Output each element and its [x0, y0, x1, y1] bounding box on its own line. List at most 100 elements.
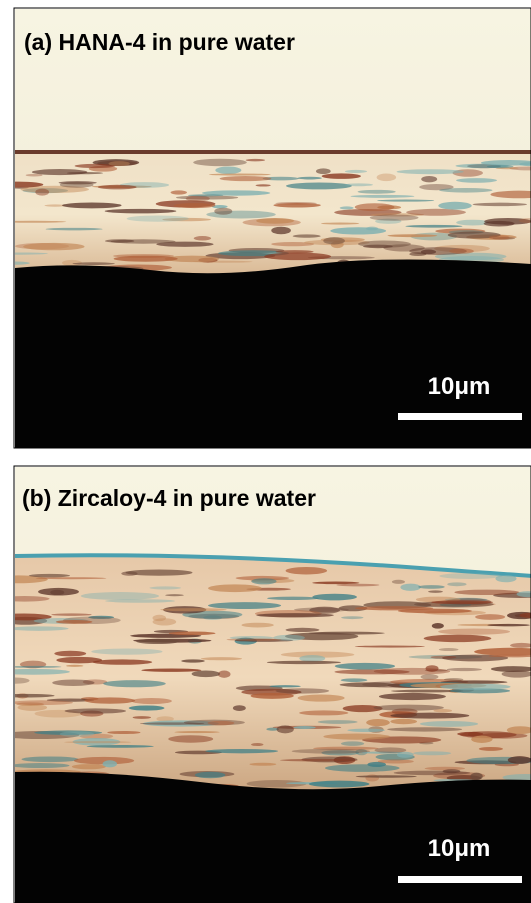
texture-streak	[193, 159, 247, 166]
texture-streak	[220, 176, 272, 181]
texture-streak	[298, 694, 345, 701]
texture-streak	[325, 764, 400, 772]
texture-streak	[54, 651, 86, 657]
texture-streak	[341, 616, 363, 619]
texture-streak	[107, 731, 140, 734]
texture-streak	[356, 775, 417, 777]
texture-streak	[65, 708, 127, 713]
texture-streak	[141, 669, 201, 672]
texture-streak	[431, 656, 457, 659]
texture-streak	[484, 221, 515, 227]
texture-streak	[358, 240, 411, 247]
texture-streak	[181, 659, 205, 662]
texture-streak	[21, 756, 78, 762]
texture-streak	[153, 618, 177, 625]
texture-streak	[215, 166, 241, 174]
texture-streak	[487, 624, 530, 626]
texture-streak	[378, 759, 414, 763]
texture-streak	[133, 716, 151, 719]
texture-streak	[377, 173, 397, 181]
texture-streak	[214, 208, 232, 215]
texture-streak	[105, 209, 177, 214]
texture-streak	[81, 592, 159, 600]
texture-streak	[193, 261, 253, 263]
texture-streak	[109, 161, 130, 166]
texture-streak	[0, 261, 29, 264]
texture-streak	[194, 236, 211, 240]
texture-streak	[129, 705, 165, 710]
texture-streak	[447, 668, 482, 671]
texture-streak	[149, 586, 181, 589]
texture-streak	[174, 203, 216, 208]
texture-streak	[251, 743, 263, 746]
texture-streak	[1, 677, 30, 683]
texture-streak	[316, 168, 331, 174]
texture-streak	[321, 222, 359, 224]
texture-streak	[312, 594, 357, 601]
texture-streak	[318, 720, 358, 724]
texture-streak	[323, 734, 390, 740]
texture-streak	[475, 614, 505, 620]
texture-streak	[72, 262, 115, 265]
texture-streak	[432, 623, 444, 629]
scale-bar	[398, 876, 522, 883]
texture-streak	[286, 567, 328, 574]
texture-streak	[60, 731, 94, 737]
figure: (a) HANA-4 in pure water 10μm (b) Zircal…	[0, 0, 531, 903]
texture-streak	[125, 570, 192, 576]
texture-streak	[105, 239, 134, 242]
interface-line	[15, 150, 531, 154]
texture-streak	[114, 256, 178, 262]
texture-streak	[341, 678, 368, 682]
texture-streak	[418, 585, 445, 589]
texture-streak	[322, 173, 361, 179]
scale-bar-label: 10μm	[428, 835, 491, 862]
texture-streak	[227, 638, 282, 640]
texture-streak	[208, 584, 262, 592]
texture-streak	[456, 220, 489, 226]
texture-streak	[60, 182, 94, 188]
page: (a) HANA-4 in pure water 10μm (b) Zircal…	[0, 0, 531, 903]
texture-streak	[241, 623, 273, 628]
texture-streak	[508, 756, 531, 764]
texture-streak	[9, 666, 61, 668]
texture-streak	[405, 225, 462, 228]
texture-streak	[186, 196, 210, 202]
texture-streak	[188, 194, 223, 196]
texture-streak	[351, 195, 415, 198]
texture-streak	[299, 710, 348, 715]
texture-streak	[392, 580, 405, 584]
texture-streak	[471, 736, 492, 743]
texture-streak	[421, 176, 437, 182]
scale-bar-label: 10μm	[428, 373, 491, 400]
texture-streak	[394, 771, 470, 776]
texture-streak	[323, 237, 345, 244]
texture-streak	[246, 159, 265, 162]
texture-streak	[273, 203, 321, 207]
texture-streak	[29, 574, 70, 577]
texture-streak	[431, 600, 493, 604]
texture-streak	[439, 188, 492, 193]
texture-streak	[249, 763, 276, 766]
texture-streak	[209, 173, 271, 175]
texture-streak	[379, 693, 446, 700]
texture-streak	[428, 590, 443, 592]
texture-streak	[64, 741, 131, 743]
texture-streak	[103, 680, 165, 687]
texture-streak	[251, 693, 294, 699]
texture-streak	[358, 190, 396, 194]
texture-streak	[294, 726, 316, 729]
texture-streak	[267, 661, 341, 664]
texture-streak	[312, 581, 359, 584]
texture-streak	[473, 203, 527, 207]
texture-streak	[397, 169, 464, 174]
texture-streak	[444, 678, 463, 681]
texture-streak	[340, 682, 395, 687]
texture-streak	[23, 243, 84, 250]
texture-streak	[438, 202, 472, 210]
texture-streak	[440, 684, 511, 690]
texture-streak	[280, 759, 358, 762]
texture-streak	[26, 174, 43, 177]
texture-streak	[439, 648, 459, 651]
texture-streak	[286, 182, 352, 189]
